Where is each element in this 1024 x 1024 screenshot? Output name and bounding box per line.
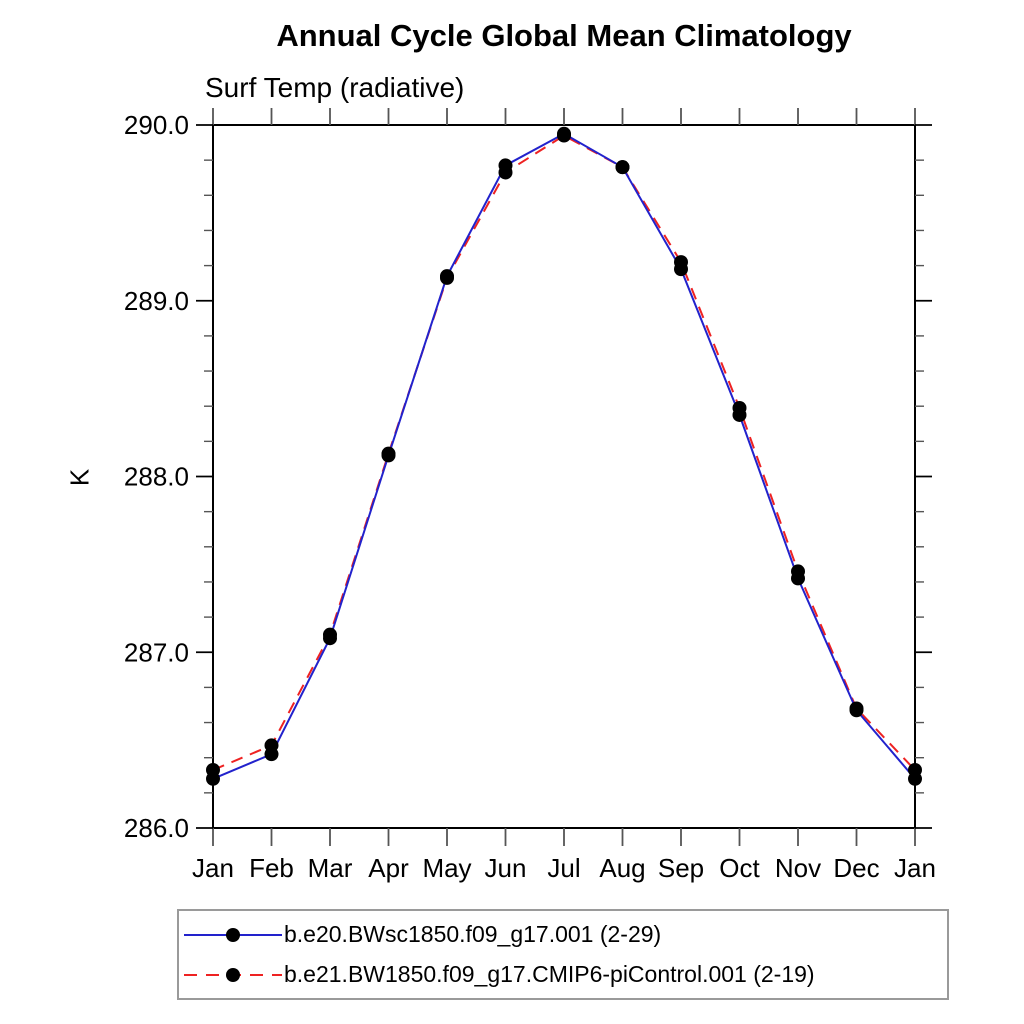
x-tick-label: Aug <box>599 853 645 883</box>
series-line-solid <box>212 132 916 780</box>
legend-box: b.e20.BWsc1850.f09_g17.001 (2-29) b.e21.… <box>177 909 949 1000</box>
y-tick-label: 290.0 <box>124 110 189 140</box>
data-point <box>674 262 688 277</box>
x-tick-label: Jan <box>894 853 936 883</box>
data-point <box>381 448 396 463</box>
data-point <box>206 771 220 786</box>
y-axis-unit-label: K <box>64 468 95 487</box>
data-point <box>498 158 513 173</box>
chart-subtitle: Surf Temp (radiative) <box>205 72 465 103</box>
x-tick-label: Jun <box>485 853 527 883</box>
y-tick-label: 286.0 <box>124 813 189 843</box>
chart-title: Annual Cycle Global Mean Climatology <box>276 18 852 53</box>
data-point <box>908 771 922 786</box>
x-tick-label: Dec <box>833 853 879 883</box>
data-point <box>440 269 454 284</box>
x-tick-label: Oct <box>719 853 760 883</box>
x-tick-label: Apr <box>368 853 409 883</box>
y-tick-label: 287.0 <box>124 637 189 667</box>
data-point <box>732 407 747 422</box>
data-point <box>323 631 337 646</box>
y-tick-label: 289.0 <box>124 286 189 316</box>
legend-sample-dashed-line-icon <box>184 967 282 982</box>
data-point <box>791 571 805 586</box>
data-point <box>849 703 864 718</box>
x-tick-label: Mar <box>308 853 353 883</box>
x-tick-label: Jul <box>547 853 580 883</box>
x-tick-label: Sep <box>658 853 704 883</box>
legend-sample-solid-line-icon <box>184 927 282 942</box>
y-tick-label: 288.0 <box>124 462 189 492</box>
data-point <box>615 160 630 175</box>
legend-label-series-2: b.e21.BW1850.f09_g17.CMIP6-piControl.001… <box>284 961 815 987</box>
x-tick-label: May <box>422 853 471 883</box>
series-line-dashed <box>212 134 916 771</box>
data-point <box>557 126 571 141</box>
x-tick-label: Nov <box>775 853 821 883</box>
legend-row-series-1: b.e20.BWsc1850.f09_g17.001 (2-29) <box>182 919 947 951</box>
legend-row-series-2: b.e21.BW1850.f09_g17.CMIP6-piControl.001… <box>182 959 947 991</box>
data-point <box>264 747 279 762</box>
x-tick-label: Feb <box>249 853 294 883</box>
legend-label-series-1: b.e20.BWsc1850.f09_g17.001 (2-29) <box>284 921 662 947</box>
axis-frame <box>212 124 916 829</box>
x-tick-label: Jan <box>192 853 234 883</box>
